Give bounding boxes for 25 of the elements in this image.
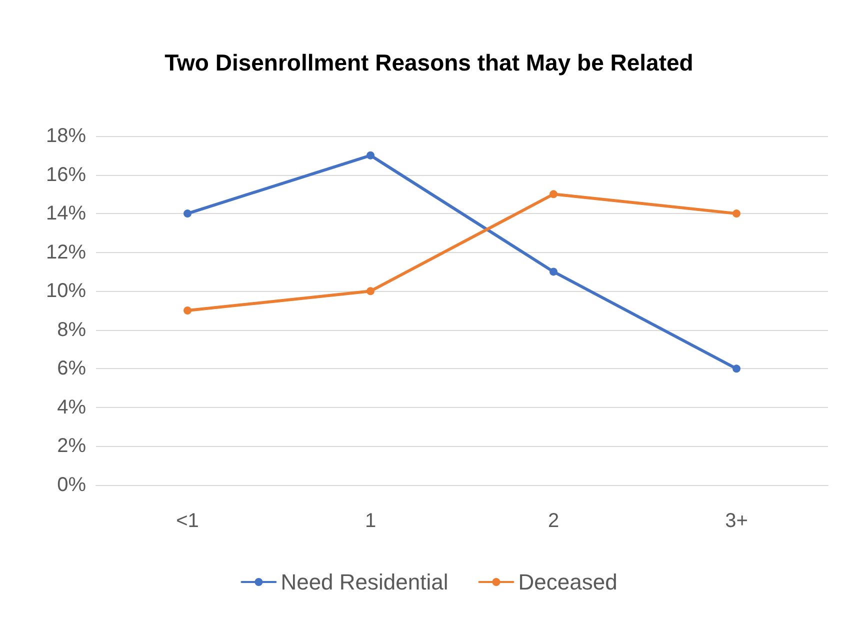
y-tick-label: 2% bbox=[57, 435, 86, 458]
point bbox=[550, 268, 558, 276]
point bbox=[550, 190, 558, 198]
y-tick-label: 4% bbox=[57, 396, 86, 418]
chart-title: Two Disenrollment Reasons that May be Related bbox=[164, 50, 694, 76]
y-tick-label: 8% bbox=[57, 318, 86, 341]
x-tick-label: 1 bbox=[364, 510, 376, 532]
x-tick-label: 3+ bbox=[725, 510, 748, 532]
legend-label: Deceased bbox=[518, 570, 618, 594]
point bbox=[732, 364, 740, 373]
x-tick-label: <1 bbox=[176, 510, 199, 532]
point bbox=[366, 287, 374, 296]
y-tick-label: 6% bbox=[57, 358, 86, 380]
y-tick-label: 0% bbox=[57, 474, 86, 496]
y-tick-label: 18% bbox=[46, 125, 86, 147]
y-tick-label: 14% bbox=[46, 202, 86, 225]
y-tick-label: 16% bbox=[46, 164, 86, 186]
point bbox=[732, 210, 740, 218]
point bbox=[184, 210, 192, 218]
x-tick-label: 2 bbox=[548, 510, 560, 532]
point bbox=[184, 306, 192, 314]
y-tick-label: 12% bbox=[46, 241, 86, 264]
point bbox=[366, 151, 374, 160]
legend-label: Need Residential bbox=[280, 570, 448, 594]
y-tick-label: 10% bbox=[46, 280, 86, 302]
